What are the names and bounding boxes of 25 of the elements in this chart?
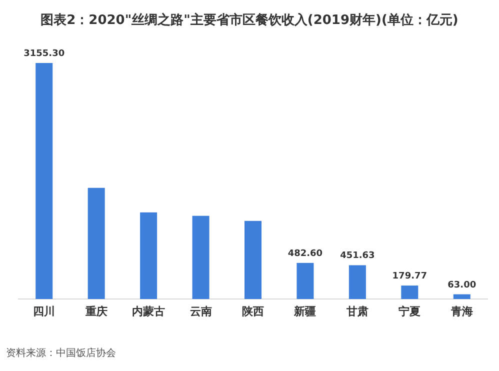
data-label: 63.00: [448, 280, 476, 290]
bar: [401, 286, 418, 299]
x-tick-label: 新疆: [293, 305, 316, 318]
bar: [192, 216, 210, 299]
bar: [453, 294, 470, 299]
data-label: 482.60: [288, 248, 323, 259]
x-tick-label: 陕西: [242, 305, 264, 318]
bar: [140, 212, 158, 299]
bar: [296, 262, 314, 299]
bar: [244, 220, 262, 299]
data-label: 179.77: [392, 272, 428, 282]
bar: [88, 188, 105, 299]
bar: [36, 63, 53, 299]
bar: [348, 265, 366, 299]
data-label: 3155.30: [24, 49, 65, 59]
x-tick-label: 青海: [450, 305, 473, 318]
chart-title: 图表2：2020"丝绸之路"主要省市区餐饮收入(2019财年)(单位：亿元): [40, 12, 458, 28]
x-tick-label: 甘肃: [345, 305, 368, 318]
text: 资料来源：中国饭店协会: [6, 347, 116, 359]
x-tick-label: 宁夏: [398, 305, 421, 318]
x-tick-label: 内蒙古: [132, 305, 166, 318]
x-tick-label: 重庆: [84, 305, 108, 318]
x-tick-label: 云南: [190, 305, 212, 318]
x-tick-label: 四川: [33, 305, 56, 318]
data-label: 451.63: [340, 251, 375, 262]
